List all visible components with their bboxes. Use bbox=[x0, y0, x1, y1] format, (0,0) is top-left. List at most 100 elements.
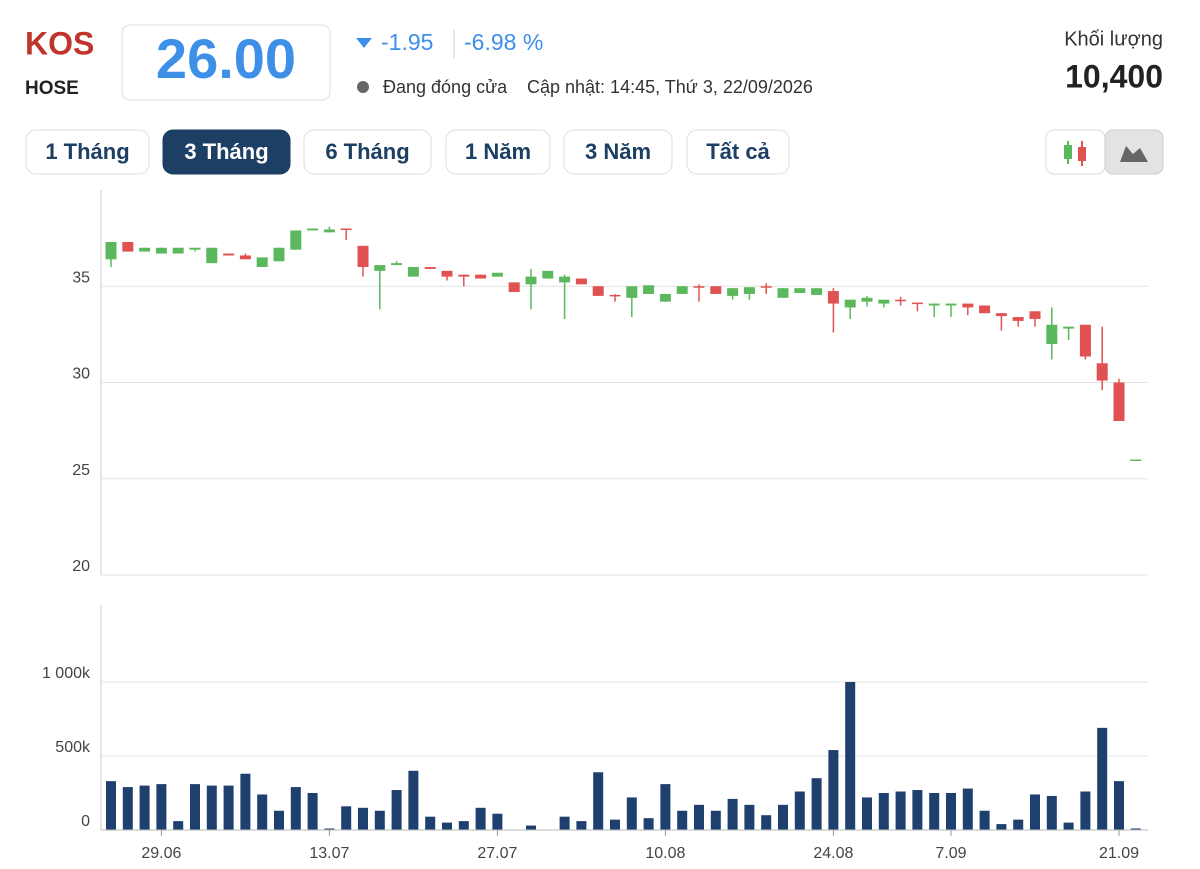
candle-body bbox=[172, 247, 184, 254]
candle-body bbox=[206, 247, 218, 264]
area-button[interactable] bbox=[1104, 129, 1164, 175]
volume-bar bbox=[341, 806, 352, 830]
volume-bar bbox=[1097, 727, 1108, 830]
candle-body bbox=[710, 286, 722, 294]
candle-body bbox=[155, 247, 167, 254]
updated: Cập nhật: 14:45, Thứ 3, 22/09/2026 bbox=[527, 77, 813, 97]
symbol: KOS bbox=[25, 25, 94, 61]
candle-body bbox=[811, 288, 823, 295]
volume-bar bbox=[929, 792, 940, 830]
volume-bar bbox=[979, 810, 990, 830]
volume-bar bbox=[156, 784, 167, 830]
y-tick-label: 20 bbox=[72, 558, 90, 575]
volume-bar bbox=[1063, 822, 1074, 830]
tab-button[interactable] bbox=[162, 129, 291, 175]
volume-bar bbox=[626, 797, 637, 830]
candle-body bbox=[1113, 382, 1125, 421]
volume-bar bbox=[257, 794, 268, 830]
volume-bar bbox=[559, 816, 570, 830]
status-dot bbox=[357, 81, 369, 93]
candle-body bbox=[374, 265, 386, 271]
volume-label: Khối lượng bbox=[1064, 28, 1163, 50]
candle-body bbox=[743, 287, 755, 294]
volume-bar bbox=[576, 821, 587, 830]
tab-label[interactable]: 1 Năm bbox=[465, 139, 531, 164]
y-tick-label: 35 bbox=[72, 269, 90, 286]
exchange: HOSE bbox=[25, 78, 79, 99]
candle-body bbox=[575, 278, 587, 285]
volume-bar bbox=[442, 822, 452, 830]
candle-body bbox=[273, 247, 285, 262]
candle-body bbox=[995, 313, 1007, 317]
volume-bar bbox=[173, 821, 184, 830]
x-tick-label: 29.06 bbox=[141, 845, 181, 862]
tab-button[interactable] bbox=[563, 129, 673, 175]
tab-button[interactable] bbox=[445, 129, 551, 175]
icon bbox=[1078, 147, 1086, 161]
volume-bar bbox=[223, 785, 234, 830]
candle-body bbox=[928, 303, 940, 306]
candle-button[interactable] bbox=[1045, 129, 1106, 175]
candle-body bbox=[760, 286, 772, 288]
candle-body bbox=[256, 257, 268, 267]
candle-body bbox=[693, 286, 705, 288]
price-box bbox=[121, 24, 331, 101]
volume-bar bbox=[593, 772, 604, 830]
volume-bar bbox=[811, 778, 822, 830]
candle-body bbox=[407, 267, 419, 277]
down-arrow bbox=[356, 38, 372, 48]
candle-body bbox=[105, 241, 117, 260]
candle-body bbox=[962, 303, 974, 308]
y-tick-label: 500k bbox=[55, 739, 91, 756]
volume-bar bbox=[744, 804, 755, 830]
volume-bar bbox=[794, 791, 805, 830]
x-tick-label: 27.07 bbox=[477, 845, 517, 862]
candle-body bbox=[323, 229, 335, 233]
x-tick-label: 10.08 bbox=[645, 845, 685, 862]
volume-bar bbox=[895, 791, 906, 830]
tab-label[interactable]: 6 Tháng bbox=[325, 139, 409, 164]
candle-body bbox=[626, 286, 638, 298]
tab-label[interactable]: Tất cả bbox=[706, 139, 770, 164]
volume-bar bbox=[139, 785, 150, 830]
volume-bar bbox=[1013, 819, 1024, 830]
candle-body bbox=[458, 274, 470, 277]
candle-body bbox=[1063, 326, 1075, 329]
candle-body bbox=[1096, 363, 1108, 381]
y-tick-label: 25 bbox=[72, 462, 90, 479]
change: -1.95 bbox=[381, 29, 433, 55]
tab-button[interactable] bbox=[25, 129, 150, 175]
volume-bar bbox=[307, 792, 318, 830]
icon bbox=[1064, 145, 1072, 159]
candle-body bbox=[777, 288, 789, 298]
y-tick-label: 0 bbox=[81, 813, 90, 830]
volume-bar bbox=[778, 804, 788, 830]
candle-body bbox=[895, 299, 907, 302]
tab-label[interactable]: 1 Tháng bbox=[45, 139, 129, 164]
candle-body bbox=[1130, 459, 1142, 461]
volume-bar bbox=[643, 818, 654, 830]
volume-bar bbox=[1046, 795, 1057, 830]
tab-button[interactable] bbox=[686, 129, 790, 175]
volume-bar bbox=[878, 792, 889, 830]
volume-bar bbox=[996, 824, 1007, 830]
x-tick-label: 24.08 bbox=[813, 845, 853, 862]
candle-body bbox=[391, 263, 403, 266]
candle-body bbox=[559, 276, 571, 283]
candle-body bbox=[911, 302, 923, 305]
volume-bar bbox=[1030, 794, 1040, 830]
volume-bar bbox=[122, 787, 133, 830]
status: Đang đóng cửa bbox=[383, 77, 508, 97]
tab-button[interactable] bbox=[303, 129, 432, 175]
candle-body bbox=[340, 228, 352, 230]
tab-label[interactable]: 3 Tháng bbox=[184, 139, 268, 164]
volume-bar bbox=[358, 807, 368, 830]
candle-body bbox=[223, 253, 235, 256]
volume-bar bbox=[1080, 791, 1091, 830]
candle-body bbox=[1029, 311, 1041, 319]
volume-bar bbox=[660, 784, 671, 830]
volume-bar bbox=[206, 785, 217, 830]
volume-bar bbox=[475, 807, 486, 830]
tab-label[interactable]: 3 Năm bbox=[585, 139, 651, 164]
